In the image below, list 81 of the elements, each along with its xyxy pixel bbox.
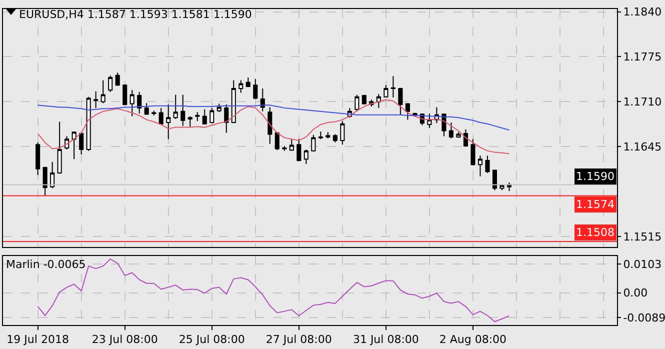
chart-title: Marlin -0.0065 xyxy=(6,258,86,271)
candlestick xyxy=(224,104,229,134)
candlestick xyxy=(100,80,106,104)
candlestick xyxy=(122,84,128,106)
candlestick xyxy=(202,108,207,126)
ref-line-label: 1.1590 xyxy=(576,170,614,183)
candlestick xyxy=(354,94,360,112)
candlestick xyxy=(500,184,504,191)
y-tick-label: 1.1710 xyxy=(623,96,662,109)
candlestick xyxy=(448,122,454,139)
candlestick xyxy=(326,132,330,139)
candlestick xyxy=(268,106,272,144)
candlestick xyxy=(166,104,171,140)
y-tick-label: 1.1515 xyxy=(623,230,662,244)
line-series xyxy=(37,258,510,322)
candlestick xyxy=(318,130,323,140)
candlestick xyxy=(478,155,482,177)
x-tick-label: 19 Jul 2018 xyxy=(6,333,69,346)
x-tick-label: 2 Aug 08:00 xyxy=(439,333,507,346)
candlestick xyxy=(340,120,345,146)
candlestick xyxy=(398,87,403,116)
y-tick-label: 0.0103 xyxy=(623,258,662,271)
candlestick xyxy=(188,116,192,128)
candlestick xyxy=(94,90,98,108)
candlestick xyxy=(296,138,302,162)
candlestick xyxy=(506,182,512,192)
candlestick xyxy=(384,84,388,98)
candlestick xyxy=(274,132,280,151)
candlestick xyxy=(72,130,76,160)
chart-title: EURUSD,H4 1.1587 1.1593 1.1581 1.1590 xyxy=(19,8,252,21)
candlestick xyxy=(362,94,366,105)
y-tick-label: 1.1645 xyxy=(623,140,662,154)
candlestick xyxy=(195,112,200,122)
ref-line-label: 1.1508 xyxy=(576,226,614,239)
candlestick xyxy=(311,134,316,152)
candlestick xyxy=(376,94,381,108)
candlestick xyxy=(50,161,55,189)
candlestick xyxy=(289,138,294,152)
x-tick-label: 31 Jul 08:00 xyxy=(352,333,419,346)
candlestick xyxy=(152,110,156,116)
candlestick xyxy=(260,88,265,112)
line-series xyxy=(37,99,510,154)
candlestick xyxy=(463,128,468,148)
candlestick xyxy=(86,96,91,152)
candlestick xyxy=(36,142,40,176)
candlestick xyxy=(144,102,149,116)
candlestick xyxy=(57,121,62,174)
candlestick xyxy=(390,76,396,98)
candlestick xyxy=(253,78,258,100)
candlestick xyxy=(137,92,142,114)
candlestick xyxy=(456,132,461,138)
x-tick-label: 27 Jul 08:00 xyxy=(266,333,332,346)
y-tick-label: 1.1775 xyxy=(623,50,662,64)
candlestick xyxy=(485,155,490,174)
y-tick-label: -0.0089 xyxy=(623,312,665,325)
candlestick xyxy=(231,80,236,124)
candlestick xyxy=(130,89,134,117)
candlestick xyxy=(158,107,164,126)
candlestick xyxy=(238,80,244,94)
candlestick xyxy=(332,134,338,144)
candlestick xyxy=(115,72,120,86)
candlestick xyxy=(246,76,250,88)
candlestick xyxy=(108,74,113,93)
candlestick xyxy=(216,103,222,113)
x-tick-label: 25 Jul 08:00 xyxy=(178,333,245,346)
candlestick xyxy=(492,169,497,191)
candlestick xyxy=(79,132,84,155)
candlestick xyxy=(405,102,410,120)
candlestick xyxy=(173,94,178,120)
y-tick-label: 1.1840 xyxy=(623,6,662,19)
ref-line-label: 1.1574 xyxy=(576,198,614,211)
candlestick xyxy=(470,138,476,166)
candlestick xyxy=(427,112,432,128)
candlestick xyxy=(304,148,308,164)
x-tick-label: 23 Jul 08:00 xyxy=(92,333,158,346)
candlestick xyxy=(282,145,287,152)
candlestick xyxy=(42,166,48,196)
candlestick xyxy=(180,94,186,126)
y-tick-label: 0.00 xyxy=(623,286,648,300)
line-series xyxy=(37,104,510,131)
candlestick xyxy=(210,107,214,124)
